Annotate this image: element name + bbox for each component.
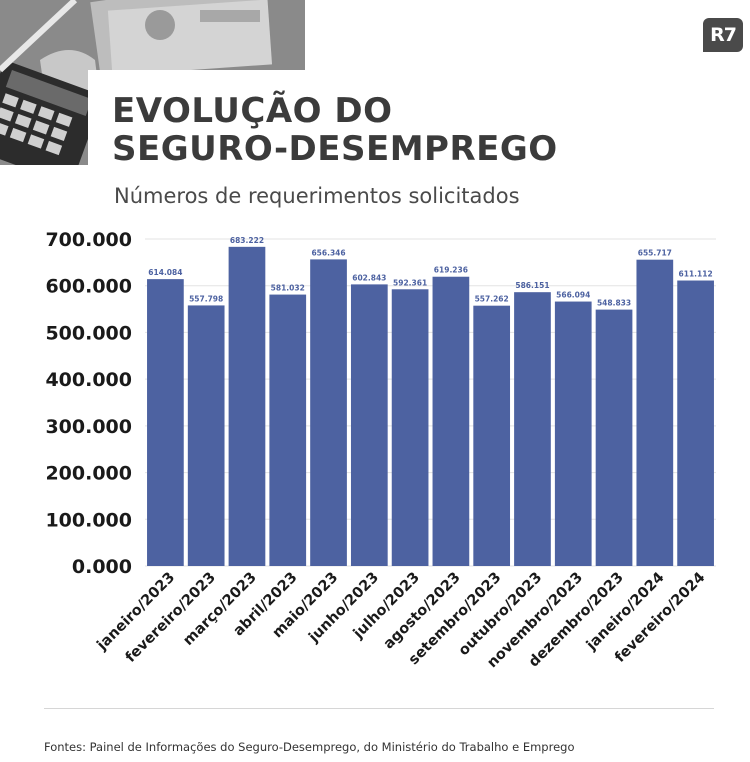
bar xyxy=(228,246,266,567)
r7-logo: R7 xyxy=(703,18,743,52)
x-tick-label: junho/2023 xyxy=(305,570,382,647)
bar-value-label: 619.236 xyxy=(434,266,468,275)
bar xyxy=(310,259,347,566)
title-line-1: EVOLUÇÃO DO xyxy=(112,91,393,131)
y-tick-label: 100.000 xyxy=(45,509,132,531)
bar-value-label: 611.112 xyxy=(679,270,713,279)
y-tick-label: 500.000 xyxy=(45,322,132,344)
footer-divider xyxy=(44,708,714,709)
calculator-image xyxy=(0,61,102,165)
bar xyxy=(269,294,307,566)
y-tick-label: 700.000 xyxy=(45,229,132,251)
bar xyxy=(595,309,633,566)
y-tick-label: 300.000 xyxy=(45,416,132,438)
bar-value-label: 581.032 xyxy=(271,284,305,293)
bar-value-label: 586.151 xyxy=(515,281,549,290)
bar xyxy=(554,301,592,566)
bar-value-label: 602.843 xyxy=(352,273,386,282)
bar-value-label: 592.361 xyxy=(393,278,427,287)
bar-chart: 0.000 100.000 200.000 300.000 400.000 500.000… xyxy=(45,229,716,671)
chart-subtitle: Números de requerimentos solicitados xyxy=(114,184,520,208)
bar-value-label: 548.833 xyxy=(597,299,631,308)
bar xyxy=(147,279,184,566)
bar xyxy=(473,305,511,566)
bar xyxy=(391,289,429,566)
y-tick-label: 200.000 xyxy=(45,463,132,485)
bar-value-label: 614.084 xyxy=(148,268,182,277)
source-note: Fontes: Painel de Informações do Seguro-… xyxy=(44,740,575,754)
bar-value-label: 655.717 xyxy=(638,249,672,258)
x-tick-label: março/2023 xyxy=(180,570,259,649)
bar xyxy=(636,259,674,566)
bar xyxy=(514,292,551,566)
bar xyxy=(677,280,714,566)
bar-value-label: 557.798 xyxy=(189,294,223,303)
bar-value-label: 656.346 xyxy=(311,248,345,257)
chart-title: EVOLUÇÃO DO SEGURO-DESEMPREGO xyxy=(112,92,558,168)
bar-value-label: 566.094 xyxy=(556,291,590,300)
pen-image xyxy=(0,0,78,73)
bar xyxy=(187,305,225,566)
bar xyxy=(432,276,470,566)
banknotes-image xyxy=(90,0,273,82)
bar-value-label: 557.262 xyxy=(475,295,509,304)
title-line-2: SEGURO-DESEMPREGO xyxy=(112,129,558,169)
bar xyxy=(350,284,388,566)
y-tick-label: 600.000 xyxy=(45,276,132,298)
y-tick-label: 400.000 xyxy=(45,369,132,391)
logo-text: R7 xyxy=(710,24,737,46)
y-tick-label: 0.000 xyxy=(72,556,132,578)
header-photo xyxy=(0,0,305,165)
bar-value-label: 683.222 xyxy=(230,236,264,245)
